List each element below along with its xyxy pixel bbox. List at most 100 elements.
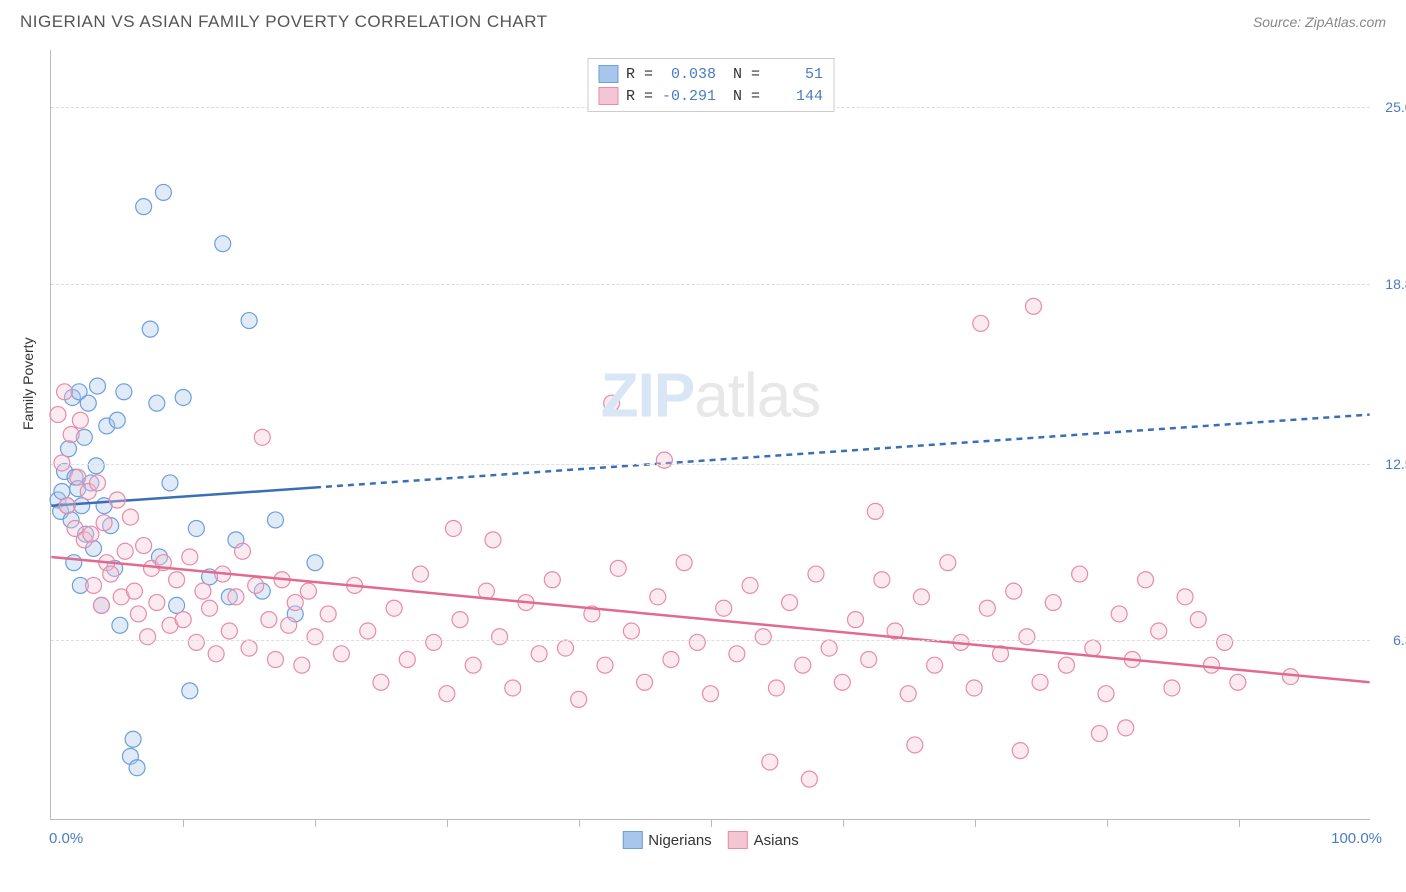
data-point bbox=[208, 646, 224, 662]
data-point bbox=[1045, 595, 1061, 611]
data-point bbox=[795, 657, 811, 673]
data-point bbox=[1006, 583, 1022, 599]
trend-line-dashed bbox=[315, 415, 1370, 488]
data-point bbox=[66, 555, 82, 571]
data-point bbox=[50, 407, 66, 423]
data-point bbox=[821, 640, 837, 656]
data-point bbox=[1111, 606, 1127, 622]
data-point bbox=[202, 600, 218, 616]
data-point bbox=[116, 384, 132, 400]
data-point bbox=[1177, 589, 1193, 605]
data-point bbox=[716, 600, 732, 616]
data-point bbox=[604, 395, 620, 411]
data-point bbox=[1164, 680, 1180, 696]
data-point bbox=[182, 683, 198, 699]
data-point bbox=[320, 606, 336, 622]
data-point bbox=[182, 549, 198, 565]
data-point bbox=[254, 429, 270, 445]
data-point bbox=[439, 686, 455, 702]
data-point bbox=[1085, 640, 1101, 656]
data-point bbox=[248, 577, 264, 593]
data-point bbox=[399, 652, 415, 668]
data-point bbox=[412, 566, 428, 582]
data-point bbox=[169, 597, 185, 613]
r-label: R = bbox=[626, 66, 653, 83]
data-point bbox=[1019, 629, 1035, 645]
data-point bbox=[492, 629, 508, 645]
data-point bbox=[96, 515, 112, 531]
data-point bbox=[155, 184, 171, 200]
data-point bbox=[149, 395, 165, 411]
n-value-nigerians: 51 bbox=[768, 66, 823, 83]
data-point bbox=[294, 657, 310, 673]
legend-row-nigerians: R = 0.038 N = 51 bbox=[598, 63, 823, 85]
data-point bbox=[175, 612, 191, 628]
data-point bbox=[241, 640, 257, 656]
data-point bbox=[979, 600, 995, 616]
data-point bbox=[445, 520, 461, 536]
legend-swatch-pink bbox=[728, 831, 748, 849]
data-point bbox=[122, 509, 138, 525]
data-point bbox=[544, 572, 560, 588]
data-point bbox=[267, 652, 283, 668]
data-point bbox=[1283, 669, 1299, 685]
data-point bbox=[130, 606, 146, 622]
n-label: N = bbox=[724, 88, 760, 105]
data-point bbox=[1012, 743, 1028, 759]
data-point bbox=[149, 595, 165, 611]
data-point bbox=[1025, 298, 1041, 314]
data-point bbox=[125, 731, 141, 747]
data-point bbox=[663, 652, 679, 668]
data-point bbox=[281, 617, 297, 633]
data-point bbox=[112, 617, 128, 633]
data-point bbox=[755, 629, 771, 645]
data-point bbox=[801, 771, 817, 787]
data-point bbox=[452, 612, 468, 628]
series-legend: Nigerians Asians bbox=[622, 831, 798, 849]
data-point bbox=[373, 674, 389, 690]
x-axis-max-label: 100.0% bbox=[1331, 830, 1382, 847]
data-point bbox=[61, 441, 77, 457]
y-axis-label: Family Poverty bbox=[20, 337, 36, 430]
data-point bbox=[973, 315, 989, 331]
data-point bbox=[1091, 726, 1107, 742]
data-point bbox=[1032, 674, 1048, 690]
data-point bbox=[169, 572, 185, 588]
data-point bbox=[637, 674, 653, 690]
data-point bbox=[426, 634, 442, 650]
r-label: R = bbox=[626, 88, 653, 105]
data-point bbox=[235, 543, 251, 559]
legend-label-asians: Asians bbox=[754, 832, 799, 849]
scatter-plot bbox=[51, 50, 1370, 819]
legend-swatch-blue bbox=[598, 65, 618, 83]
x-tick bbox=[315, 819, 316, 827]
data-point bbox=[221, 623, 237, 639]
data-point bbox=[808, 566, 824, 582]
legend-swatch-blue bbox=[622, 831, 642, 849]
data-point bbox=[1203, 657, 1219, 673]
data-point bbox=[109, 412, 125, 428]
data-point bbox=[93, 597, 109, 613]
data-point bbox=[623, 623, 639, 639]
data-point bbox=[557, 640, 573, 656]
data-point bbox=[90, 475, 106, 491]
data-point bbox=[129, 760, 145, 776]
data-point bbox=[768, 680, 784, 696]
y-tick-label: 18.8% bbox=[1385, 276, 1406, 292]
data-point bbox=[465, 657, 481, 673]
data-point bbox=[485, 532, 501, 548]
data-point bbox=[834, 674, 850, 690]
data-point bbox=[136, 199, 152, 215]
data-point bbox=[848, 612, 864, 628]
x-tick bbox=[843, 819, 844, 827]
data-point bbox=[300, 583, 316, 599]
data-point bbox=[307, 555, 323, 571]
data-point bbox=[83, 526, 99, 542]
data-point bbox=[703, 686, 719, 702]
y-tick-label: 12.5% bbox=[1385, 456, 1406, 472]
data-point bbox=[188, 634, 204, 650]
data-point bbox=[650, 589, 666, 605]
data-point bbox=[88, 458, 104, 474]
data-point bbox=[927, 657, 943, 673]
data-point bbox=[1151, 623, 1167, 639]
